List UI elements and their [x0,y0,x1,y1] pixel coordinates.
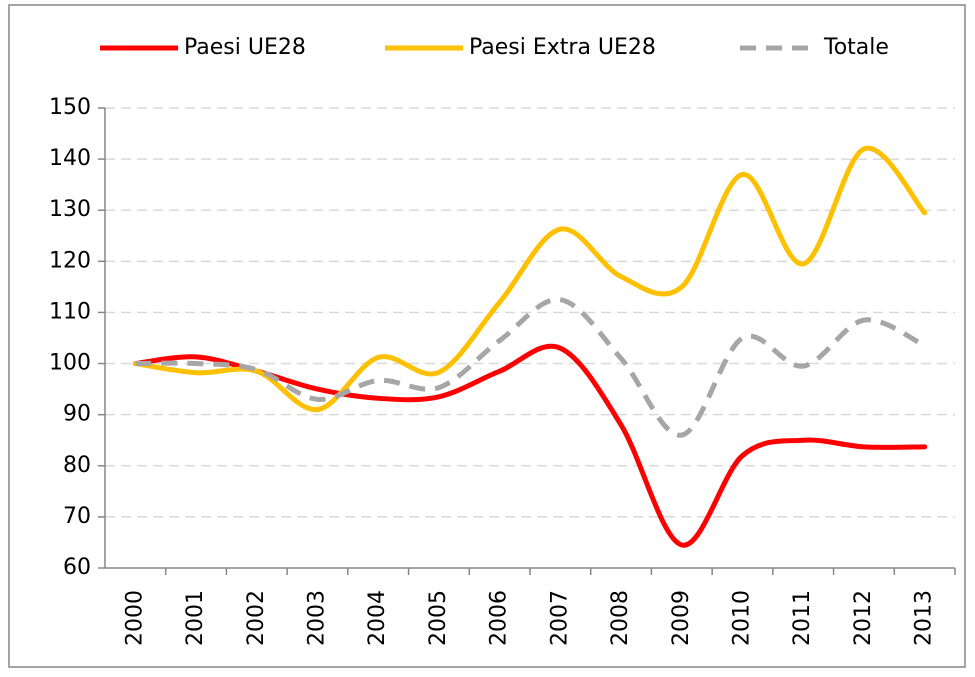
series-line [135,297,926,438]
x-tick-label: 2006 [487,590,512,646]
series-line [132,145,928,413]
y-tick-label: 80 [63,453,91,478]
x-tick-label: 2000 [122,590,147,646]
x-tick-label: 2008 [608,590,633,646]
x-tick-label: 2013 [912,590,937,646]
x-tick-label: 2001 [183,590,208,646]
x-tick-label: 2005 [426,590,451,646]
x-tick-label: 2012 [851,590,876,646]
legend-label: Paesi UE28 [184,35,306,60]
legend-label: Paesi Extra UE28 [469,35,656,60]
legend-label: Totale [823,35,889,60]
y-tick-label: 90 [63,402,91,427]
x-tick-label: 2007 [547,590,572,646]
x-tick-label: 2010 [730,590,755,646]
x-tick-label: 2003 [305,590,330,646]
y-tick-label: 100 [49,351,91,376]
y-tick-label: 120 [49,248,91,273]
y-tick-label: 150 [49,95,91,120]
x-tick-label: 2002 [244,590,269,646]
x-tick-label: 2009 [669,590,694,646]
chart-border [8,4,966,668]
y-tick-label: 130 [49,197,91,222]
x-tick-label: 2011 [790,590,815,646]
y-tick-label: 140 [49,146,91,171]
x-tick-label: 2004 [365,590,390,646]
y-tick-label: 60 [63,555,91,580]
y-tick-label: 110 [49,299,91,324]
series-line [132,343,928,548]
y-tick-label: 70 [63,504,91,529]
